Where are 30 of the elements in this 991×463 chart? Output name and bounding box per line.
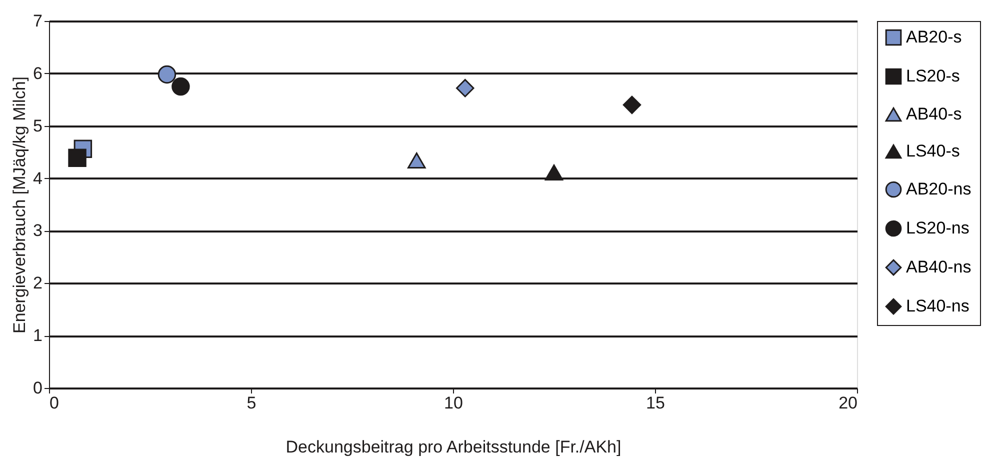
point [158, 65, 176, 84]
point [544, 164, 564, 181]
y-tick-label: 0 [33, 378, 42, 398]
y-tick-label: 7 [33, 12, 42, 30]
legend-label: AB20-s [906, 28, 962, 46]
y-tick-label: 1 [33, 326, 42, 346]
legend-label: AB20-ns [906, 180, 972, 198]
y-tick-label: 5 [33, 116, 42, 136]
legend-label: LS20-s [906, 66, 960, 86]
x-axis-title: Deckungsbeitrag pro Arbeitsstunde [Fr./AKh] [286, 438, 622, 456]
point [622, 96, 642, 114]
y-tick-label: 2 [33, 274, 42, 293]
x-tick-label: 20 [838, 394, 858, 412]
legend-label: LS40-s [906, 142, 960, 160]
legend-label: LS20-ns [906, 218, 970, 238]
point [408, 152, 426, 168]
legend-label: AB40-s [906, 104, 962, 124]
point [68, 148, 86, 167]
point [172, 77, 190, 96]
y-tick-label: 4 [33, 168, 42, 188]
x-tick-label: 15 [646, 394, 665, 412]
y-axis-title: Energieverbrauch [MJäq/kg Milch] [10, 76, 30, 334]
y-tick-label: 3 [33, 221, 42, 240]
legend-label: AB40-ns [906, 258, 972, 276]
legend-label: LS40-ns [906, 296, 970, 316]
y-tick-label: 6 [33, 64, 42, 83]
x-tick-label: 0 [50, 394, 59, 412]
x-tick-label: 5 [246, 394, 256, 412]
point [456, 78, 474, 98]
x-tick-label: 10 [444, 394, 463, 412]
